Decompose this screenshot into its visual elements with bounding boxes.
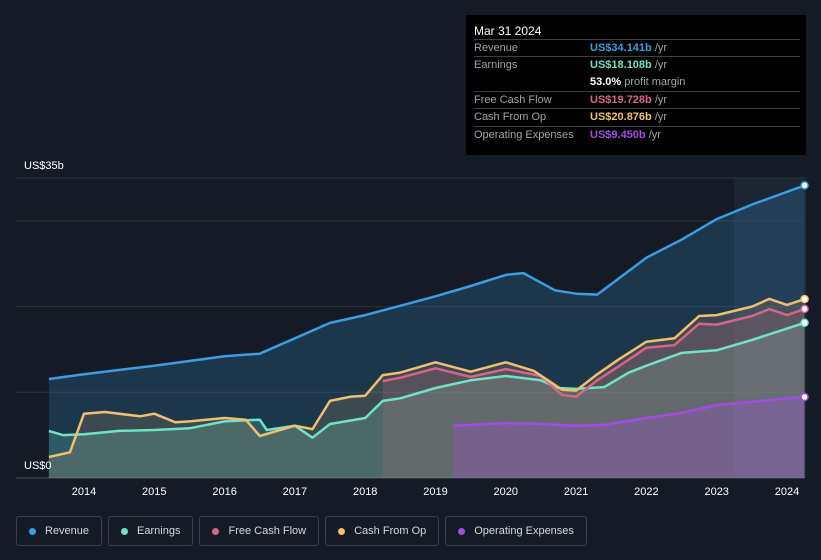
legend-item-cash-from-op[interactable]: Cash From Op: [325, 516, 440, 546]
line-operating-expenses: [453, 395, 805, 427]
tooltip-label: Operating Expenses: [474, 128, 574, 141]
highlight-region: [734, 178, 807, 478]
legend: Revenue Earnings Free Cash Flow Cash From O…: [16, 516, 587, 546]
line-cash-from-op: [48, 297, 805, 459]
tooltip-value: US$20.876b /yr: [590, 111, 668, 124]
x-tick-label: 2023: [704, 486, 728, 498]
area-operating-expenses: [453, 397, 805, 478]
x-tick-label: 2020: [494, 486, 518, 498]
legend-dot-icon: [29, 527, 36, 535]
x-tick-label: 2022: [634, 486, 658, 498]
legend-item-operating-expenses[interactable]: Operating Expenses: [445, 516, 587, 546]
tooltip-row: Revenue US$34.141b /yr: [474, 39, 800, 57]
tooltip-value: 53.0% profit margin: [590, 75, 686, 88]
tooltip-row: 53.0% profit margin: [474, 74, 800, 91]
tooltip-row: Free Cash Flow US$19.728b /yr: [474, 90, 800, 109]
tooltip-date: Mar 31 2024: [474, 24, 542, 38]
legend-item-earnings[interactable]: Earnings: [108, 516, 194, 546]
legend-dot-icon: [212, 527, 220, 535]
tooltip-label: Revenue: [474, 42, 519, 54]
legend-label: Operating Expenses: [474, 525, 574, 537]
tooltip-value: US$9.450b /yr: [590, 128, 661, 141]
y-axis-bottom-label: US$0: [24, 460, 52, 472]
x-tick-label: 2017: [283, 486, 307, 498]
tooltip-row: Operating Expenses US$9.450b /yr: [474, 125, 800, 144]
legend-dot-icon: [458, 527, 466, 535]
line-revenue: [48, 184, 806, 381]
tooltip-value: US$18.108b /yr: [590, 59, 668, 72]
legend-label: Earnings: [137, 525, 181, 537]
tooltip-label: Free Cash Flow: [474, 93, 552, 106]
tooltip-value: US$19.728b /yr: [590, 93, 668, 106]
x-tick-label: 2015: [142, 486, 166, 498]
x-tick-label: 2018: [353, 486, 377, 498]
legend-label: Free Cash Flow: [228, 525, 307, 537]
legend-dot-icon: [338, 527, 346, 535]
end-point: [800, 304, 809, 314]
end-point: [800, 392, 809, 402]
tooltip-label: Cash From Op: [474, 111, 547, 124]
tooltip-row: Cash From Op US$20.876b /yr: [474, 108, 800, 126]
tooltip: Mar 31 2024 Revenue US$34.141b /yr Earning…: [466, 15, 806, 155]
area-earnings: [48, 322, 805, 478]
legend-item-free-cash-flow[interactable]: Free Cash Flow: [199, 516, 320, 546]
x-tick-label: 2024: [775, 486, 799, 498]
legend-label: Cash From Op: [354, 525, 427, 537]
end-point: [800, 294, 809, 304]
line-earnings: [48, 321, 805, 439]
tooltip-row: Earnings US$18.108b /yr: [474, 56, 800, 74]
end-point: [800, 181, 809, 190]
tooltip-value: US$34.141b /yr: [590, 42, 668, 54]
area-revenue: [48, 185, 805, 478]
legend-dot-icon: [121, 527, 129, 535]
legend-label: Revenue: [45, 525, 90, 537]
x-tick-label: 2016: [212, 486, 236, 498]
end-point: [800, 318, 809, 328]
x-tick-label: 2014: [72, 486, 96, 498]
chart: 2014 2015 2016 2017 2018 2019 2020 2021 2022 2023…: [16, 177, 809, 498]
x-tick-label: 2021: [564, 486, 588, 498]
area-cash-from-op: [48, 298, 805, 478]
tooltip-label: Earnings: [474, 59, 518, 72]
line-free-cash-flow: [382, 307, 806, 398]
legend-item-revenue[interactable]: Revenue: [16, 516, 103, 546]
x-tick-label: 2019: [423, 486, 447, 498]
y-axis-top-label: US$35b: [24, 160, 64, 172]
